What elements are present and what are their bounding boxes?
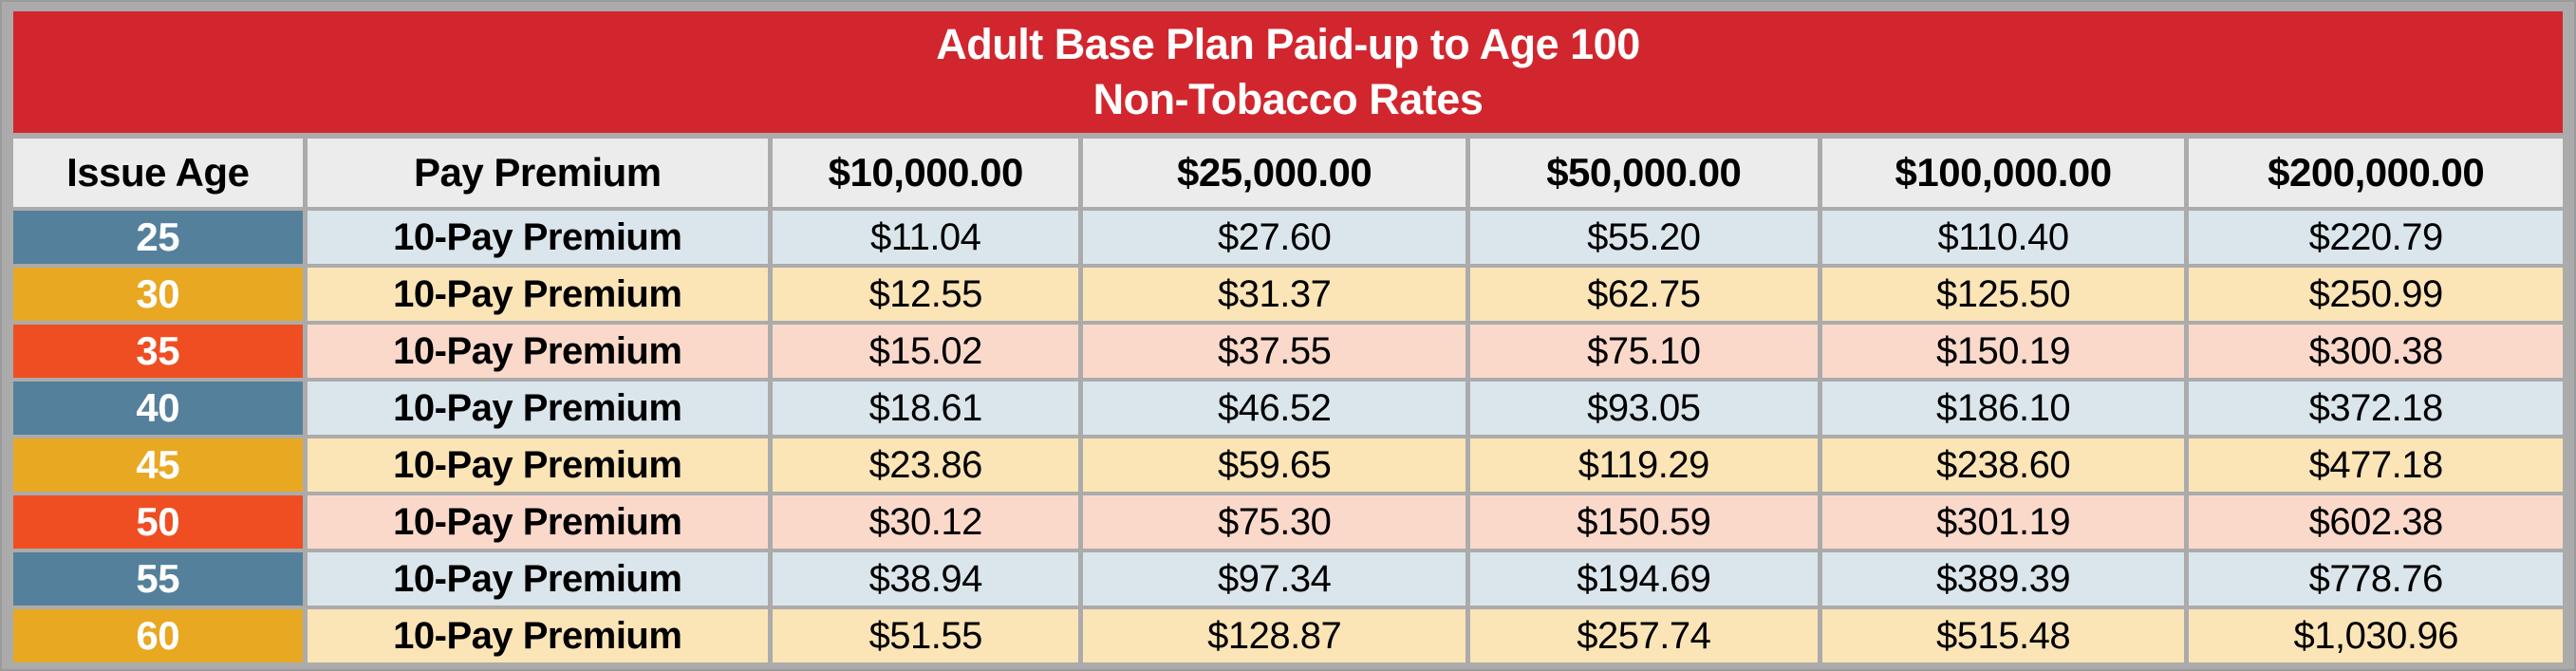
col-header-100000: $100,000.00 bbox=[1821, 139, 2185, 207]
rate-cell: $93.05 bbox=[1469, 382, 1818, 435]
rate-cell: $55.20 bbox=[1469, 211, 1818, 264]
rate-cell: $75.10 bbox=[1469, 325, 1818, 378]
issue-age-cell: 55 bbox=[13, 552, 303, 606]
col-header-50000: $50,000.00 bbox=[1469, 139, 1818, 207]
rate-cell: $150.59 bbox=[1469, 495, 1818, 549]
rate-cell: $30.12 bbox=[773, 495, 1079, 549]
rate-cell: $301.19 bbox=[1821, 495, 2185, 549]
rate-cell: $602.38 bbox=[2189, 495, 2563, 549]
rate-cell: $250.99 bbox=[2189, 268, 2563, 321]
rate-cell: $11.04 bbox=[773, 211, 1079, 264]
pay-premium-cell: 10-Pay Premium bbox=[307, 211, 769, 264]
issue-age-cell: 60 bbox=[13, 609, 303, 662]
rate-cell: $150.19 bbox=[1821, 325, 2185, 378]
rate-cell: $186.10 bbox=[1821, 382, 2185, 435]
rate-cell: $75.30 bbox=[1083, 495, 1465, 549]
pay-premium-cell: 10-Pay Premium bbox=[307, 268, 769, 321]
pay-premium-cell: 10-Pay Premium bbox=[307, 495, 769, 549]
rate-cell: $23.86 bbox=[773, 438, 1079, 492]
rate-cell: $220.79 bbox=[2189, 211, 2563, 264]
rate-cell: $372.18 bbox=[2189, 382, 2563, 435]
rate-cell: $46.52 bbox=[1083, 382, 1465, 435]
rate-cell: $778.76 bbox=[2189, 552, 2563, 606]
rate-cell: $37.55 bbox=[1083, 325, 1465, 378]
issue-age-cell: 50 bbox=[13, 495, 303, 549]
rate-cell: $125.50 bbox=[1821, 268, 2185, 321]
pay-premium-cell: 10-Pay Premium bbox=[307, 609, 769, 662]
col-header-25000: $25,000.00 bbox=[1083, 139, 1465, 207]
rate-cell: $128.87 bbox=[1083, 609, 1465, 662]
rate-cell: $59.65 bbox=[1083, 438, 1465, 492]
pay-premium-cell: 10-Pay Premium bbox=[307, 438, 769, 492]
issue-age-cell: 35 bbox=[13, 325, 303, 378]
rate-cell: $15.02 bbox=[773, 325, 1079, 378]
col-header-issue-age: Issue Age bbox=[13, 139, 303, 207]
rate-cell: $27.60 bbox=[1083, 211, 1465, 264]
rate-cell: $300.38 bbox=[2189, 325, 2563, 378]
rate-cell: $97.34 bbox=[1083, 552, 1465, 606]
rate-cell: $119.29 bbox=[1469, 438, 1818, 492]
rate-cell: $51.55 bbox=[773, 609, 1079, 662]
title-line-2: Non-Tobacco Rates bbox=[1092, 75, 1484, 123]
rates-table: Issue Age Pay Premium $10,000.00 $25,000… bbox=[13, 139, 2563, 662]
col-header-200000: $200,000.00 bbox=[2189, 139, 2563, 207]
rate-cell: $194.69 bbox=[1469, 552, 1818, 606]
pay-premium-cell: 10-Pay Premium bbox=[307, 382, 769, 435]
issue-age-cell: 30 bbox=[13, 268, 303, 321]
rate-cell: $31.37 bbox=[1083, 268, 1465, 321]
rate-cell: $515.48 bbox=[1821, 609, 2185, 662]
rate-cell: $110.40 bbox=[1821, 211, 2185, 264]
rate-cell: $12.55 bbox=[773, 268, 1079, 321]
title-line-1: Adult Base Plan Paid-up to Age 100 bbox=[936, 19, 1640, 68]
rate-cell: $1,030.96 bbox=[2189, 609, 2563, 662]
issue-age-cell: 25 bbox=[13, 211, 303, 264]
col-header-pay-premium: Pay Premium bbox=[307, 139, 769, 207]
rate-cell: $257.74 bbox=[1469, 609, 1818, 662]
rate-cell: $477.18 bbox=[2189, 438, 2563, 492]
rate-cell: $18.61 bbox=[773, 382, 1079, 435]
pay-premium-cell: 10-Pay Premium bbox=[307, 325, 769, 378]
title-band: Adult Base Plan Paid-up to Age 100 Non-T… bbox=[13, 11, 2563, 133]
pay-premium-cell: 10-Pay Premium bbox=[307, 552, 769, 606]
col-header-10000: $10,000.00 bbox=[773, 139, 1079, 207]
rate-cell: $389.39 bbox=[1821, 552, 2185, 606]
rate-cell: $38.94 bbox=[773, 552, 1079, 606]
issue-age-cell: 45 bbox=[13, 438, 303, 492]
issue-age-cell: 40 bbox=[13, 382, 303, 435]
rate-cell: $238.60 bbox=[1821, 438, 2185, 492]
rate-cell: $62.75 bbox=[1469, 268, 1818, 321]
